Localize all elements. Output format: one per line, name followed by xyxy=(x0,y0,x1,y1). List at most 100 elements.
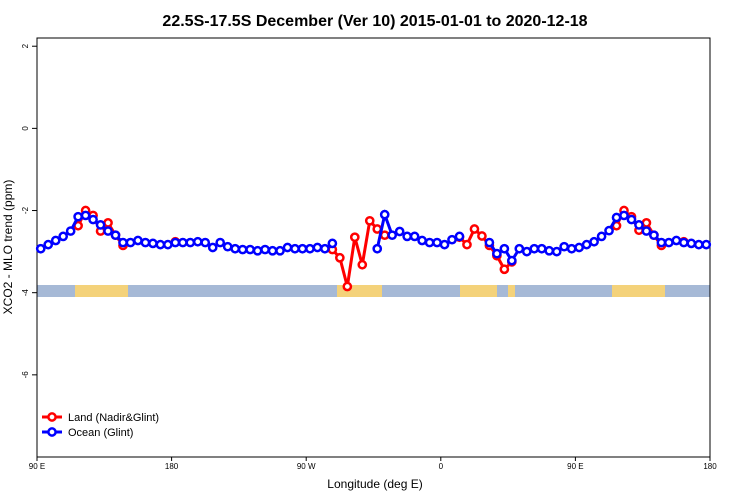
legend-marker xyxy=(47,412,57,422)
data-point xyxy=(454,231,465,242)
data-point xyxy=(200,237,211,248)
data-point xyxy=(469,224,480,234)
data-point xyxy=(252,245,263,256)
x-tick-label: 0 xyxy=(439,462,444,471)
x-tick-label: 180 xyxy=(703,462,717,471)
data-point xyxy=(671,235,682,246)
land-patch xyxy=(75,285,128,297)
data-point xyxy=(551,246,562,257)
x-tick-label: 90 E xyxy=(29,462,45,471)
data-point xyxy=(596,231,607,242)
data-point xyxy=(88,214,98,225)
data-point xyxy=(402,231,412,242)
data-point xyxy=(342,281,353,292)
data-point xyxy=(155,239,166,250)
data-point xyxy=(312,242,323,253)
data-point xyxy=(43,239,54,250)
legend-marker xyxy=(47,427,57,437)
data-point xyxy=(282,242,293,253)
data-point xyxy=(133,235,143,246)
data-point xyxy=(80,210,91,221)
data-point xyxy=(514,243,525,254)
data-point xyxy=(379,209,390,220)
y-axis-label: XCO2 - MLO trend (ppm) xyxy=(1,180,15,315)
data-point xyxy=(35,243,46,254)
y-tick-label: 0 xyxy=(21,126,30,131)
data-point xyxy=(125,237,136,248)
data-point xyxy=(237,244,248,255)
legend-label: Ocean (Glint) xyxy=(68,427,133,439)
data-point xyxy=(619,210,629,221)
data-point xyxy=(641,218,652,228)
data-point xyxy=(521,246,532,257)
chart-title: 22.5S-17.5S December (Ver 10) 2015-01-01… xyxy=(162,13,587,30)
y-tick-label: 2 xyxy=(21,43,30,48)
data-point xyxy=(320,243,330,254)
data-point xyxy=(275,245,285,256)
data-point xyxy=(477,231,487,241)
data-point xyxy=(297,243,308,254)
data-point xyxy=(536,243,547,254)
data-point xyxy=(267,245,278,256)
data-point xyxy=(424,237,435,248)
data-point xyxy=(439,239,450,250)
land-patch xyxy=(508,285,515,297)
legend-label: Land (Nadir&Glint) xyxy=(68,412,159,424)
data-point xyxy=(349,232,360,243)
data-point xyxy=(357,259,368,270)
data-point xyxy=(559,241,570,252)
data-point xyxy=(649,230,659,241)
data-point xyxy=(447,234,457,245)
data-point xyxy=(73,211,83,222)
data-point xyxy=(110,230,121,241)
data-point xyxy=(394,226,405,237)
x-tick-label: 180 xyxy=(165,462,179,471)
data-point xyxy=(626,214,637,225)
data-point xyxy=(230,243,241,254)
data-point xyxy=(118,237,128,248)
data-point xyxy=(634,220,644,230)
data-point xyxy=(207,242,218,253)
land-patch xyxy=(460,285,497,297)
data-point xyxy=(148,238,158,249)
data-point xyxy=(290,243,300,254)
data-point xyxy=(387,230,398,241)
data-point xyxy=(335,252,345,263)
data-point xyxy=(574,242,584,253)
data-point xyxy=(581,239,592,250)
data-point xyxy=(65,226,76,236)
data-point xyxy=(544,245,555,256)
data-point xyxy=(499,264,510,275)
data-point xyxy=(260,244,270,255)
data-point xyxy=(305,243,315,254)
data-point xyxy=(499,243,510,254)
data-point xyxy=(103,218,113,228)
data-point xyxy=(529,243,540,254)
data-point xyxy=(140,237,151,248)
land-patch xyxy=(612,285,665,297)
data-point xyxy=(678,237,689,248)
data-point xyxy=(327,238,338,249)
data-point xyxy=(192,236,203,247)
data-point xyxy=(462,239,472,250)
y-tick-label: -6 xyxy=(21,371,30,379)
data-point xyxy=(506,255,517,266)
data-point xyxy=(245,244,255,255)
data-point xyxy=(170,237,181,248)
data-point xyxy=(177,237,188,248)
data-point xyxy=(484,237,495,248)
data-point xyxy=(589,236,599,247)
data-point xyxy=(566,243,577,254)
data-point xyxy=(222,241,233,252)
data-point xyxy=(163,239,173,250)
land-mask-strip xyxy=(37,285,710,297)
data-point xyxy=(604,225,614,236)
y-tick-label: -2 xyxy=(21,206,30,214)
data-point xyxy=(58,231,69,242)
data-point xyxy=(103,226,113,236)
data-point xyxy=(185,237,196,248)
x-tick-label: 90 E xyxy=(567,462,583,471)
x-tick-label: 90 W xyxy=(297,462,316,471)
data-point xyxy=(215,237,226,248)
